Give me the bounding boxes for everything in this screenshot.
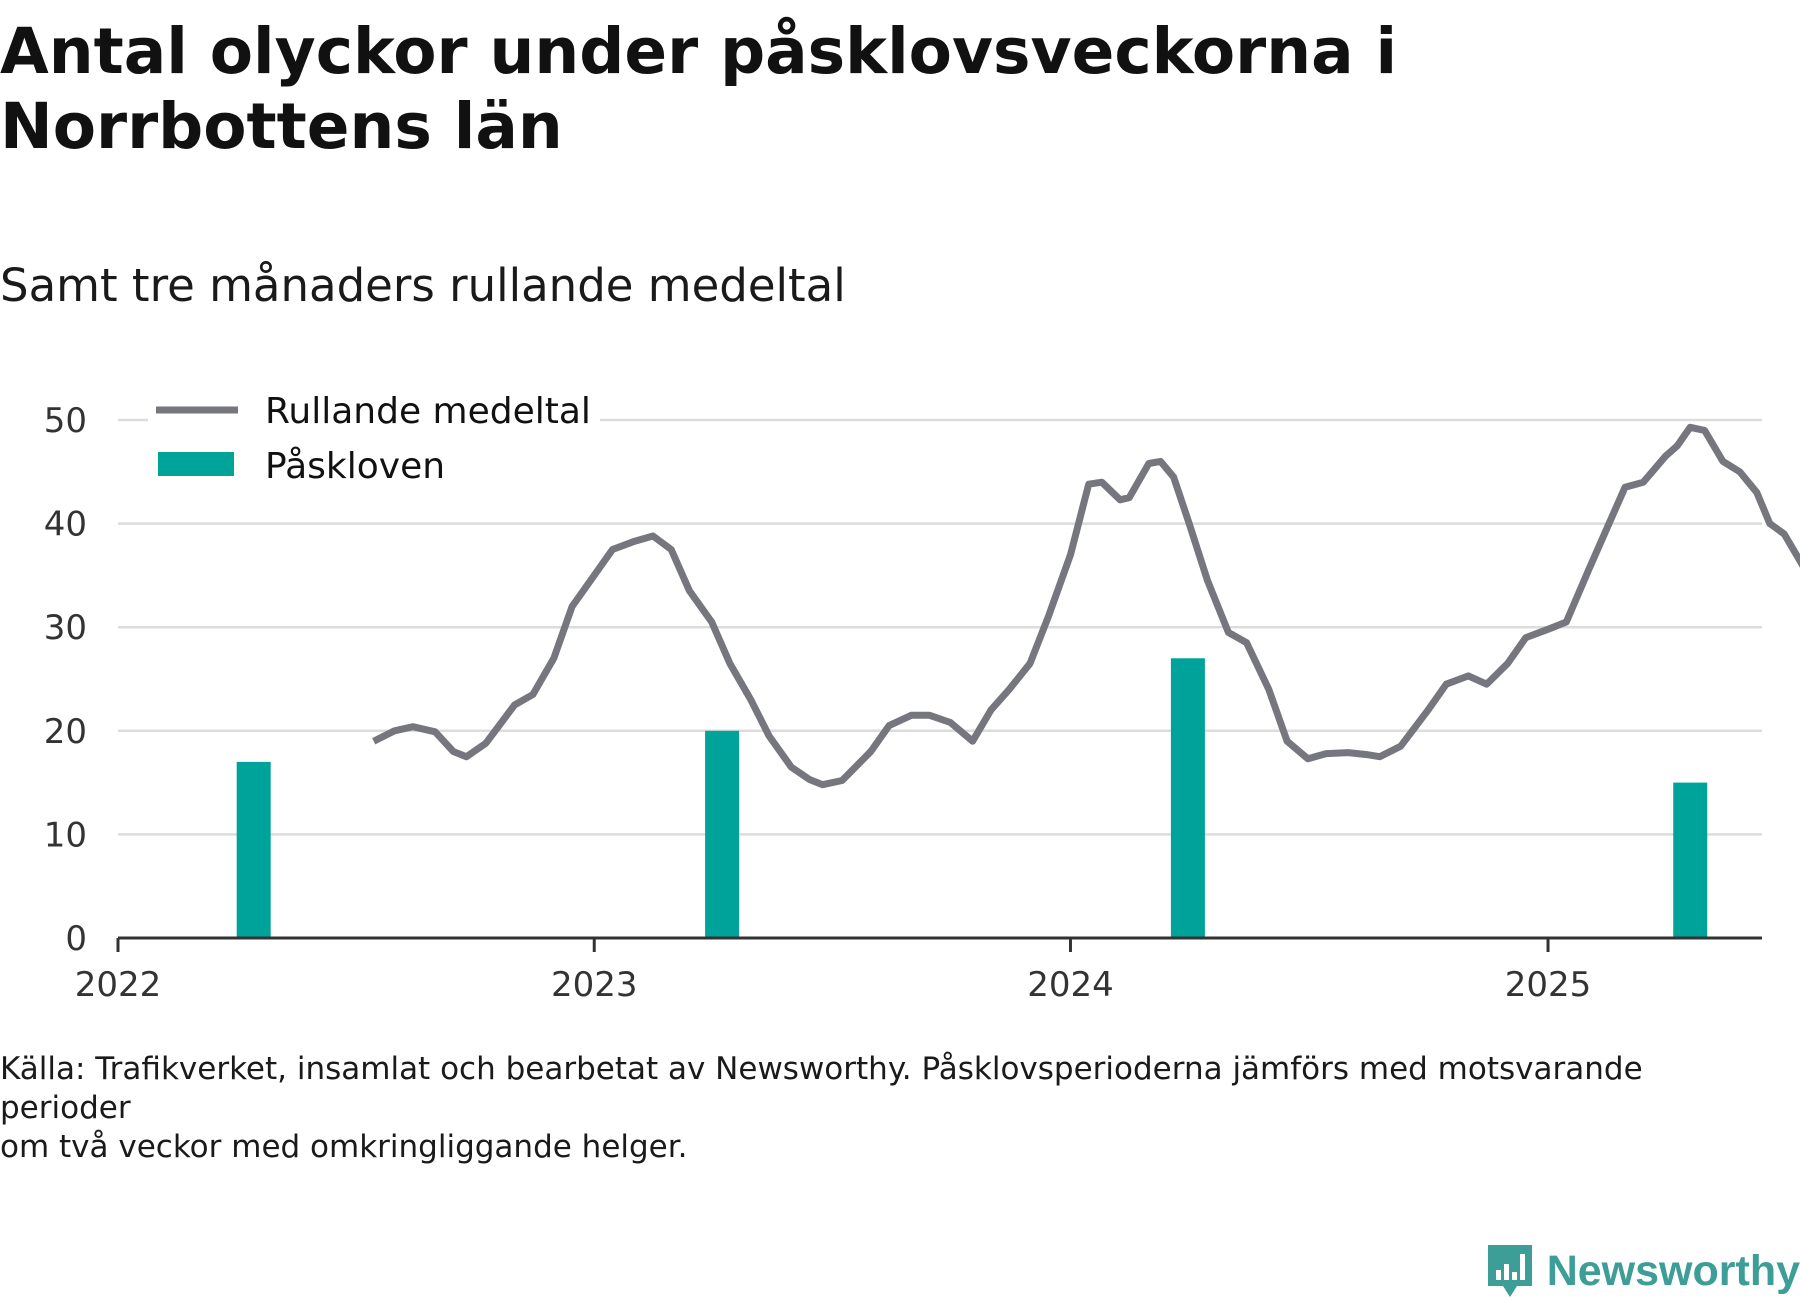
legend-label-easter-break: Påskloven xyxy=(265,446,445,487)
chart-title: Antal olyckor under påsklovsveckorna i N… xyxy=(0,15,1398,163)
y-axis-ticks: 0 10 20 30 40 50 xyxy=(44,401,87,959)
bar-easter-break xyxy=(1170,658,1205,938)
bar-easter-break xyxy=(705,730,740,938)
x-tick-label: 2024 xyxy=(1027,965,1114,1005)
x-tick-label: 2023 xyxy=(551,965,638,1005)
x-tick-label: 2022 xyxy=(75,965,162,1005)
y-tick-label: 20 xyxy=(44,712,87,752)
newsworthy-logo-icon xyxy=(1487,1245,1532,1297)
bar-easter-break xyxy=(236,761,271,938)
chart-area: 0 10 20 30 40 50 2022 2023 2024 2025 Rullande me… xyxy=(44,390,1800,1005)
legend-label-rolling-average: Rullande medeltal xyxy=(265,391,591,432)
bar-series xyxy=(236,658,1708,938)
y-tick-label: 50 xyxy=(44,401,87,441)
y-tick-label: 40 xyxy=(44,505,87,545)
legend-bar-swatch xyxy=(158,452,234,476)
x-axis-ticks: 2022 2023 2024 2025 xyxy=(75,938,1592,1005)
rolling-average-line xyxy=(372,423,1800,789)
y-tick-label: 30 xyxy=(44,608,87,648)
source-line-1: Källa: Trafikverket, insamlat och bearbe… xyxy=(0,1051,1643,1126)
chart-legend: Rullande medeltal Påskloven xyxy=(148,390,600,500)
chart-subtitle: Samt tre månaders rullande medeltal xyxy=(0,259,846,312)
x-tick-label: 2025 xyxy=(1505,965,1592,1005)
bar-easter-break xyxy=(1673,782,1708,938)
y-tick-label: 0 xyxy=(65,919,87,959)
brand-logo: Newsworthy xyxy=(1485,1242,1800,1300)
source-note: Källa: Trafikverket, insamlat och bearbe… xyxy=(0,1050,1760,1167)
source-line-2: om två veckor med omkringliggande helger… xyxy=(0,1129,688,1165)
y-tick-label: 10 xyxy=(44,815,87,855)
brand-name: Newsworthy xyxy=(1546,1246,1800,1295)
